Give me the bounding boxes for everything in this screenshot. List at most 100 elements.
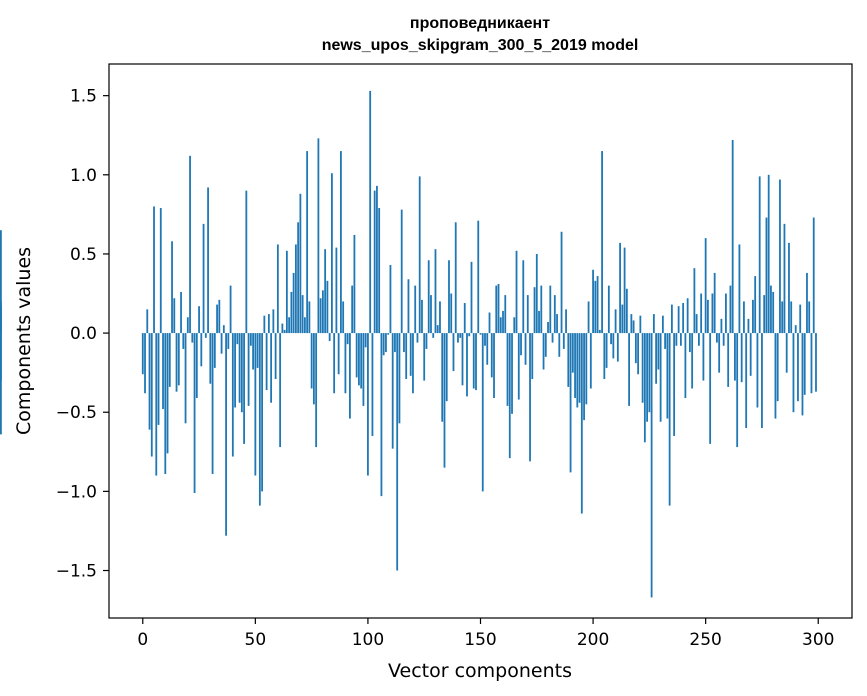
bar-component-0 [141, 333, 144, 375]
bar-component-98 [362, 333, 365, 406]
bar-component-211 [616, 333, 619, 362]
bar-component-235 [670, 304, 673, 334]
bar-component-78 [317, 138, 320, 334]
bar-component-76 [312, 333, 315, 405]
bar-component-21 [189, 155, 191, 334]
bar-component-115 [400, 209, 403, 334]
bar-component-283 [779, 179, 781, 334]
bar-component-161 [504, 295, 507, 334]
bar-component-86 [335, 247, 338, 334]
bar-component-273 [756, 333, 759, 408]
bar-component-49 [252, 333, 254, 370]
bar-component-93 [351, 285, 354, 334]
bar-component-153 [486, 333, 489, 365]
bar-component-181 [549, 285, 552, 334]
bar-component-243 [688, 333, 691, 353]
bar-component-269 [747, 318, 750, 334]
bar-component-286 [785, 333, 788, 373]
bar-component-108 [385, 333, 387, 353]
bar-component-53 [261, 333, 263, 492]
bar-component-227 [652, 314, 655, 334]
bar-component-25 [198, 306, 200, 334]
bar-component-12 [168, 333, 171, 387]
bar-component-239 [679, 333, 682, 346]
bar-component-276 [763, 295, 766, 334]
bar-component-186 [560, 231, 563, 334]
bar-component-117 [405, 333, 408, 379]
bar-component-30 [209, 333, 212, 384]
bar-component-136 [448, 260, 450, 334]
bar-component-55 [265, 333, 268, 391]
bar-component-96 [358, 333, 360, 386]
bar-component-101 [369, 90, 372, 334]
bar-component-297 [810, 333, 813, 394]
bar-component-69 [297, 222, 300, 334]
bar-component-281 [774, 333, 777, 419]
bar-component-156 [493, 333, 495, 398]
bar-component-210 [614, 309, 617, 334]
bar-component-188 [565, 309, 567, 334]
bar-component-159 [499, 317, 502, 334]
bar-component-150 [479, 333, 482, 335]
bar-component-103 [373, 190, 376, 334]
bar-component-149 [477, 220, 480, 334]
bar-component-143 [463, 303, 466, 334]
bar-component-62 [281, 323, 284, 334]
bar-component-79 [319, 298, 322, 334]
bar-component-169 [522, 260, 525, 334]
bar-component-209 [612, 333, 615, 359]
chart-title-line-2: news_upos_skipgram_300_5_2019 model [322, 37, 639, 54]
bar-component-104 [376, 185, 378, 334]
bar-component-225 [648, 333, 651, 413]
bar-component-131 [436, 325, 439, 334]
bar-component-109 [387, 333, 390, 335]
bar-component-172 [529, 333, 531, 462]
bar-component-31 [211, 333, 214, 474]
bar-component-75 [310, 333, 313, 389]
bar-component-120 [412, 333, 414, 394]
y-axis-ticks: −1.5 −1.0 −0.5 0.0 0.5 1.0 1.5 [56, 87, 109, 582]
bar-component-15 [175, 333, 178, 392]
bar-component-129 [432, 333, 435, 338]
y-axis-label: Components values [13, 247, 35, 435]
bar-component-121 [414, 285, 417, 334]
bar-component-191 [571, 333, 574, 373]
x-tick-label: 250 [689, 630, 721, 650]
bar-component-135 [445, 333, 448, 402]
bar-component-290 [794, 325, 797, 334]
bar-component-106 [380, 333, 383, 497]
bars-group [0, 90, 817, 598]
bar-component-40 [231, 333, 234, 457]
bar-component-65 [288, 317, 291, 334]
bar-component-242 [686, 298, 689, 334]
bar-component-265 [738, 244, 741, 334]
bar-component-51 [256, 333, 259, 368]
bar-component-94 [353, 234, 356, 334]
bar-component-18 [182, 333, 185, 349]
bar-component-254 [713, 272, 716, 334]
bar-component-253 [711, 293, 714, 334]
bar-component-192 [574, 333, 576, 398]
bar-component-282 [776, 333, 779, 402]
bar-component-41 [234, 333, 236, 408]
bar-component-80 [321, 290, 324, 334]
bar-component-187 [562, 333, 565, 349]
bar-component-28 [204, 333, 207, 338]
bar-component-92 [349, 333, 351, 419]
bar-component-193 [576, 333, 579, 408]
bar-component-168 [520, 333, 522, 356]
bar-component-224 [646, 333, 649, 422]
bar-component-228 [655, 333, 658, 384]
bar-component-252 [709, 333, 712, 444]
bar-component-91 [346, 333, 349, 345]
bar-component-244 [691, 333, 694, 389]
bar-component-166 [515, 250, 518, 334]
bar-component-268 [745, 333, 748, 429]
bar-component-151 [481, 333, 484, 492]
bar-component-293 [801, 333, 804, 416]
bar-component-14 [173, 298, 176, 334]
bar-component-68 [294, 244, 297, 334]
bar-component-16 [177, 333, 180, 386]
bar-component-280 [772, 291, 775, 334]
bar-component-270 [749, 333, 752, 376]
